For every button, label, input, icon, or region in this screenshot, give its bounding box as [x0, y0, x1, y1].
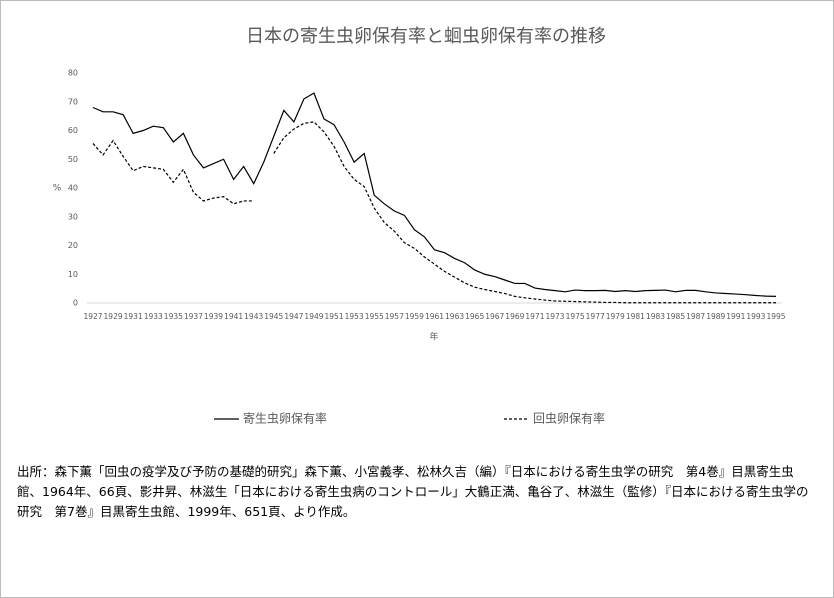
y-tick-label: 20	[68, 241, 78, 250]
x-tick-label: 1937	[184, 312, 203, 321]
x-tick-label: 1945	[264, 312, 283, 321]
chart: 日本の寄生虫卵保有率と蛔虫卵保有率の推移 % 年 0 10 20 30 40 50 60 70…	[53, 26, 786, 426]
x-tick-label: 1993	[746, 312, 765, 321]
x-tick-label: 1935	[164, 312, 183, 321]
x-tick-label: 1969	[505, 312, 524, 321]
x-tick-label: 1971	[525, 312, 544, 321]
y-tick-label: 10	[68, 270, 78, 279]
x-tick-label: 1987	[686, 312, 705, 321]
x-tick-label: 1975	[566, 312, 585, 321]
y-tick-label: 0	[73, 299, 78, 308]
x-tick-label: 1967	[485, 312, 504, 321]
x-tick-label: 1933	[144, 312, 163, 321]
x-tick-label: 1961	[425, 312, 444, 321]
y-axis-label: %	[53, 184, 62, 194]
x-tick-label: 1963	[445, 312, 464, 321]
x-tick-label: 1983	[646, 312, 665, 321]
x-tick-label: 1931	[124, 312, 143, 321]
x-tick-label: 1965	[465, 312, 484, 321]
x-tick-label: 1957	[385, 312, 404, 321]
x-tick-label: 1943	[244, 312, 263, 321]
y-tick-label: 40	[68, 184, 78, 193]
y-tick-label: 30	[68, 212, 78, 221]
x-tick-label: 1929	[104, 312, 123, 321]
y-tick-label: 50	[68, 155, 78, 164]
x-tick-label: 1927	[83, 312, 102, 321]
x-tick-label: 1947	[284, 312, 303, 321]
x-tick-label: 1973	[545, 312, 564, 321]
x-tick-label: 1959	[405, 312, 424, 321]
x-tick-label: 1951	[325, 312, 344, 321]
series-line	[92, 92, 777, 297]
x-tick-label: 1985	[666, 312, 685, 321]
x-tick-label: 1995	[766, 312, 785, 321]
legend-label: 寄生虫卵保有率	[243, 411, 327, 426]
x-tick-label: 1989	[706, 312, 725, 321]
x-tick-label: 1981	[626, 312, 645, 321]
y-tick-label: 70	[68, 97, 78, 106]
x-tick-label: 1955	[365, 312, 384, 321]
chart-title: 日本の寄生虫卵保有率と蛔虫卵保有率の推移	[246, 26, 606, 47]
y-tick-label: 80	[68, 69, 78, 78]
x-tick-label: 1949	[304, 312, 323, 321]
x-tick-label: 1939	[204, 312, 223, 321]
series-line	[92, 121, 776, 304]
source-note: 出所：森下薫「回虫の疫学及び予防の基礎的研究」森下薫、小宮義孝、松林久吉（編）『…	[17, 464, 809, 519]
x-tick-label: 1953	[345, 312, 364, 321]
legend-label: 回虫卵保有率	[533, 411, 605, 426]
x-tick-label: 1941	[224, 312, 243, 321]
y-tick-label: 60	[68, 126, 78, 135]
x-tick-label: 1977	[586, 312, 605, 321]
x-axis-label: 年	[429, 331, 438, 343]
x-tick-label: 1979	[606, 312, 625, 321]
x-tick-label: 1991	[726, 312, 745, 321]
